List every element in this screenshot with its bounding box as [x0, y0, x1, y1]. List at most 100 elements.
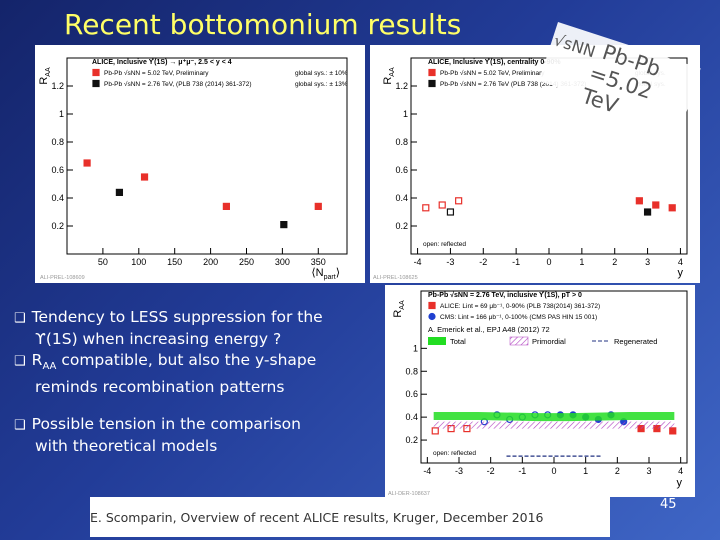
y-tick-label: 0.8 — [395, 137, 408, 147]
legend-swatch — [428, 337, 446, 345]
note: open: reflected — [433, 450, 476, 457]
axis-label-part: ⟩ — [336, 267, 340, 279]
x-tick-label: 3 — [646, 466, 651, 476]
legend-label: CMS: Lint = 166 μb⁻¹, 0-100% (CMS PAS HI… — [440, 314, 597, 321]
axis-label-part: AA — [399, 300, 406, 310]
x-tick-label: 100 — [131, 257, 146, 267]
axis-label: ⟨Npart⟩ — [311, 267, 340, 281]
marker — [438, 201, 446, 209]
legend-marker — [428, 312, 436, 321]
bullet-line: RAA compatible, but also the y-shape — [14, 350, 317, 377]
text: Possible tension in the comparison — [31, 415, 301, 433]
bullet-line: Possible tension in the comparison — [14, 414, 301, 436]
chart-panel — [385, 285, 695, 497]
model-title: A. Emerick et al., EPJ A48 (2012) 72 — [428, 325, 550, 334]
footer-text: E. Scomparin, Overview of recent ALICE r… — [90, 510, 544, 525]
text: Tendency to LESS suppression for the — [31, 308, 323, 326]
page-number: 45 — [660, 497, 677, 512]
x-tick-label: 0 — [551, 466, 556, 476]
marker — [643, 208, 652, 216]
x-tick-label: 250 — [239, 257, 254, 267]
plot-frame — [66, 57, 348, 255]
x-tick-label: -3 — [446, 257, 454, 267]
marker — [635, 197, 643, 205]
marker — [652, 201, 660, 209]
bullet-line: with theoretical models — [14, 436, 301, 457]
bullet-line: Tendency to LESS suppression for the — [14, 307, 323, 329]
y-tick-label: 0.8 — [51, 137, 64, 147]
legend-marker — [428, 79, 436, 88]
y-tick-label: 1 — [59, 109, 64, 119]
y-tick-label: 0.2 — [405, 435, 418, 445]
x-tick-label: 4 — [678, 466, 683, 476]
text: compatible, but also the y-shape — [56, 351, 317, 369]
legend-title: ALICE, Inclusive ϒ(1S) → μ⁺μ⁻, 2.5 < y <… — [92, 59, 232, 66]
legend-sys: global sys.: ± 13% — [295, 81, 348, 88]
x-tick-label: 350 — [311, 257, 326, 267]
marker — [668, 204, 676, 212]
y-tick-label: 0.4 — [405, 412, 418, 422]
x-tick-label: 0 — [546, 257, 551, 267]
x-tick-label: 1 — [583, 466, 588, 476]
y-tick-label: 0.6 — [405, 389, 418, 399]
x-tick-label: 2 — [612, 257, 617, 267]
legend-sys: global sys.: ± 10% — [295, 70, 348, 77]
y-tick-label: 0.4 — [395, 193, 408, 203]
marker — [669, 427, 677, 435]
y-tick-label: 0.2 — [395, 221, 408, 231]
text: with theoretical models — [35, 437, 218, 455]
axis-label-part: R — [38, 77, 50, 85]
text: reminds recombination patterns — [35, 378, 285, 397]
x-tick-label: 300 — [275, 257, 290, 267]
axis-label-part: R — [382, 77, 394, 85]
y-tick-label: 0.8 — [405, 366, 418, 376]
marker — [140, 173, 149, 181]
y-tick-label: 1 — [403, 109, 408, 119]
y-tick-label: 1.2 — [51, 81, 64, 91]
bullet-line: reminds recombination patterns — [14, 377, 316, 398]
slide-title: Recent bottomonium results — [64, 8, 462, 41]
axis-label-part: AA — [45, 67, 52, 77]
x-tick-label: 50 — [98, 257, 108, 267]
axis-label-part: R — [392, 310, 404, 318]
marker — [422, 204, 430, 212]
x-tick-label: 2 — [615, 466, 620, 476]
legend-marker — [92, 79, 100, 88]
x-tick-label: -2 — [479, 257, 487, 267]
legend-marker — [428, 301, 436, 310]
axis-label: RAA — [392, 300, 406, 318]
legend-label: ALICE: Lint = 69 μb⁻¹, 0-90% (PLB 738(20… — [440, 303, 600, 310]
axis-label: y — [677, 477, 683, 489]
y-tick-label: 0.6 — [51, 165, 64, 175]
x-tick-label: -2 — [487, 466, 495, 476]
note: open: reflected — [423, 241, 466, 248]
x-tick-label: -1 — [518, 466, 526, 476]
subscript: AA — [42, 361, 57, 373]
marker — [314, 202, 322, 210]
x-tick-label: 1 — [579, 257, 584, 267]
x-tick-label: -3 — [455, 466, 463, 476]
marker — [280, 221, 288, 229]
x-tick-label: 150 — [167, 257, 182, 267]
marker — [431, 427, 439, 435]
axis-label-part: part — [324, 274, 336, 281]
legend-label: Total — [450, 337, 466, 346]
watermark: ALI-DER-108637 — [388, 491, 430, 497]
axis-label-part: ⟨N — [311, 267, 323, 279]
footer: E. Scomparin, Overview of recent ALICE r… — [90, 497, 610, 537]
x-tick-label: 4 — [678, 257, 683, 267]
badge-text: √sNN — [551, 30, 598, 62]
y-tick-label: 0.4 — [51, 193, 64, 203]
x-tick-label: -4 — [414, 257, 422, 267]
legend-marker — [428, 68, 436, 77]
marker — [115, 188, 124, 196]
legend-swatch — [509, 336, 529, 346]
text: ϒ(1S) when increasing energy ? — [35, 330, 282, 348]
bullet: Tendency to LESS suppression for the ϒ(1… — [14, 307, 323, 350]
bullet-line: ϒ(1S) when increasing energy ? — [14, 329, 323, 350]
model-curve — [433, 411, 675, 422]
x-tick-label: -1 — [512, 257, 520, 267]
text: R — [31, 351, 43, 369]
legend-title: ALICE, Inclusive ϒ(1S), centrality 0-90% — [428, 59, 561, 66]
